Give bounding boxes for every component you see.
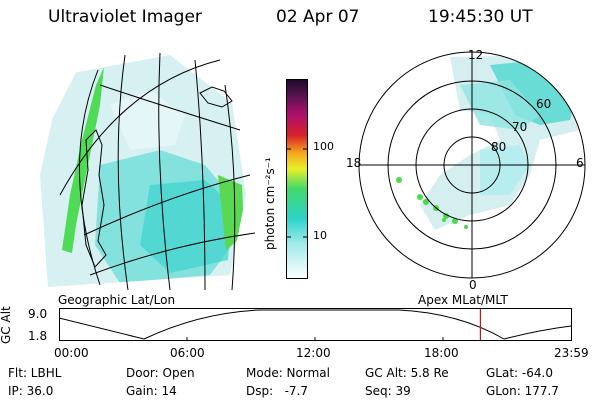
geographic-image	[40, 52, 256, 290]
info-filter: Flt: LBHL	[8, 366, 62, 380]
colorbar	[286, 79, 308, 279]
info-door: Door: Open	[126, 366, 195, 380]
mlt-label-0: 0	[469, 278, 477, 292]
colorbar-tick-100: 100	[313, 140, 334, 153]
info-dsp: Dsp: -7.7	[246, 384, 309, 398]
altitude-ytick-bottom: 1.8	[28, 329, 48, 343]
info-seq: Seq: 39	[365, 384, 411, 398]
altitude-plot	[59, 308, 572, 341]
geo-caption: Geographic Lat/Lon	[58, 293, 176, 307]
mlt-label-18: 18	[346, 156, 362, 170]
altitude-xtick-1800: 18:00	[424, 346, 459, 360]
polar-caption: Apex MLat/MLT	[418, 293, 508, 307]
mlt-label-12: 12	[468, 48, 484, 62]
mlt-label-6: 6	[576, 156, 584, 170]
lat-label-80: 80	[491, 140, 507, 154]
colorbar-unit-label: photon cm⁻²s⁻¹	[263, 157, 277, 250]
altitude-xtick-0000: 00:00	[54, 346, 89, 360]
colorbar-tick-10: 10	[313, 229, 327, 242]
instrument-title: Ultraviolet Imager	[48, 7, 202, 27]
info-gc-alt: GC Alt: 5.8 Re	[365, 366, 449, 380]
altitude-xtick-0600: 06:00	[170, 346, 205, 360]
altitude-xtick-1200: 12:00	[296, 346, 331, 360]
info-gain: Gain: 14	[126, 384, 177, 398]
time-label: 19:45:30 UT	[428, 7, 533, 27]
lat-label-70: 70	[512, 120, 528, 134]
info-ip: IP: 36.0	[8, 384, 54, 398]
polar-plot	[358, 51, 586, 279]
altitude-ytick-top: 9.0	[28, 307, 48, 321]
lat-label-60: 60	[536, 97, 552, 111]
info-mode: Mode: Normal	[246, 366, 330, 380]
info-glat: GLat: -64.0	[486, 366, 553, 380]
date-label: 02 Apr 07	[276, 7, 360, 27]
altitude-ylabel: GC Alt	[0, 306, 13, 344]
info-glon: GLon: 177.7	[486, 384, 559, 398]
altitude-xtick-2359: 23:59	[554, 346, 589, 360]
